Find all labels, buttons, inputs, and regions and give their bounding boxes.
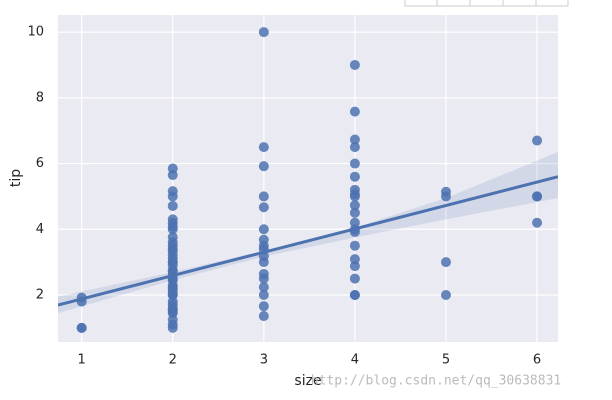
point (258, 191, 269, 202)
point (167, 232, 178, 243)
point (440, 186, 451, 197)
point (349, 261, 360, 272)
y-tick-label: 8 (36, 90, 44, 105)
x-tick-label: 6 (533, 353, 541, 368)
point (258, 27, 269, 38)
table-fragment (404, 0, 569, 7)
point (258, 142, 269, 153)
point (167, 163, 178, 174)
x-axis-label: size (294, 373, 321, 389)
point (76, 322, 87, 333)
point (349, 184, 360, 195)
plot-layer (58, 27, 558, 333)
point (349, 59, 360, 70)
point (349, 134, 360, 145)
x-tick-label: 3 (260, 353, 268, 368)
point (349, 273, 360, 284)
point (349, 142, 360, 153)
x-tick-label: 2 (169, 353, 177, 368)
point (258, 234, 269, 245)
point (167, 200, 178, 211)
x-tick-label: 4 (351, 353, 359, 368)
point (258, 290, 269, 301)
point (349, 254, 360, 265)
plot-area (58, 15, 558, 342)
point (258, 301, 269, 312)
point (167, 214, 178, 225)
x-tick-label: 5 (442, 353, 450, 368)
watermark: http://blog.csdn.net/qq_30638831 (311, 374, 561, 389)
point (532, 191, 543, 202)
point (349, 207, 360, 218)
x-tick-label: 1 (78, 353, 86, 368)
point (258, 311, 269, 322)
point (440, 257, 451, 268)
point (349, 217, 360, 228)
point (349, 106, 360, 117)
point (532, 217, 543, 228)
point (349, 200, 360, 211)
y-tick-label: 10 (27, 25, 44, 40)
y-tick-label: 4 (36, 222, 44, 237)
point (349, 158, 360, 169)
point (258, 282, 269, 293)
regression-line (58, 175, 558, 307)
y-tick-label: 6 (36, 156, 44, 171)
y-tick-label: 2 (36, 288, 44, 303)
point (167, 186, 178, 197)
point (258, 268, 269, 279)
point (532, 135, 543, 146)
point (258, 161, 269, 172)
point (349, 171, 360, 182)
point (258, 224, 269, 235)
point (349, 290, 360, 301)
point (349, 240, 360, 251)
point (440, 290, 451, 301)
point (258, 202, 269, 213)
y-axis-label: tip (8, 169, 24, 187)
